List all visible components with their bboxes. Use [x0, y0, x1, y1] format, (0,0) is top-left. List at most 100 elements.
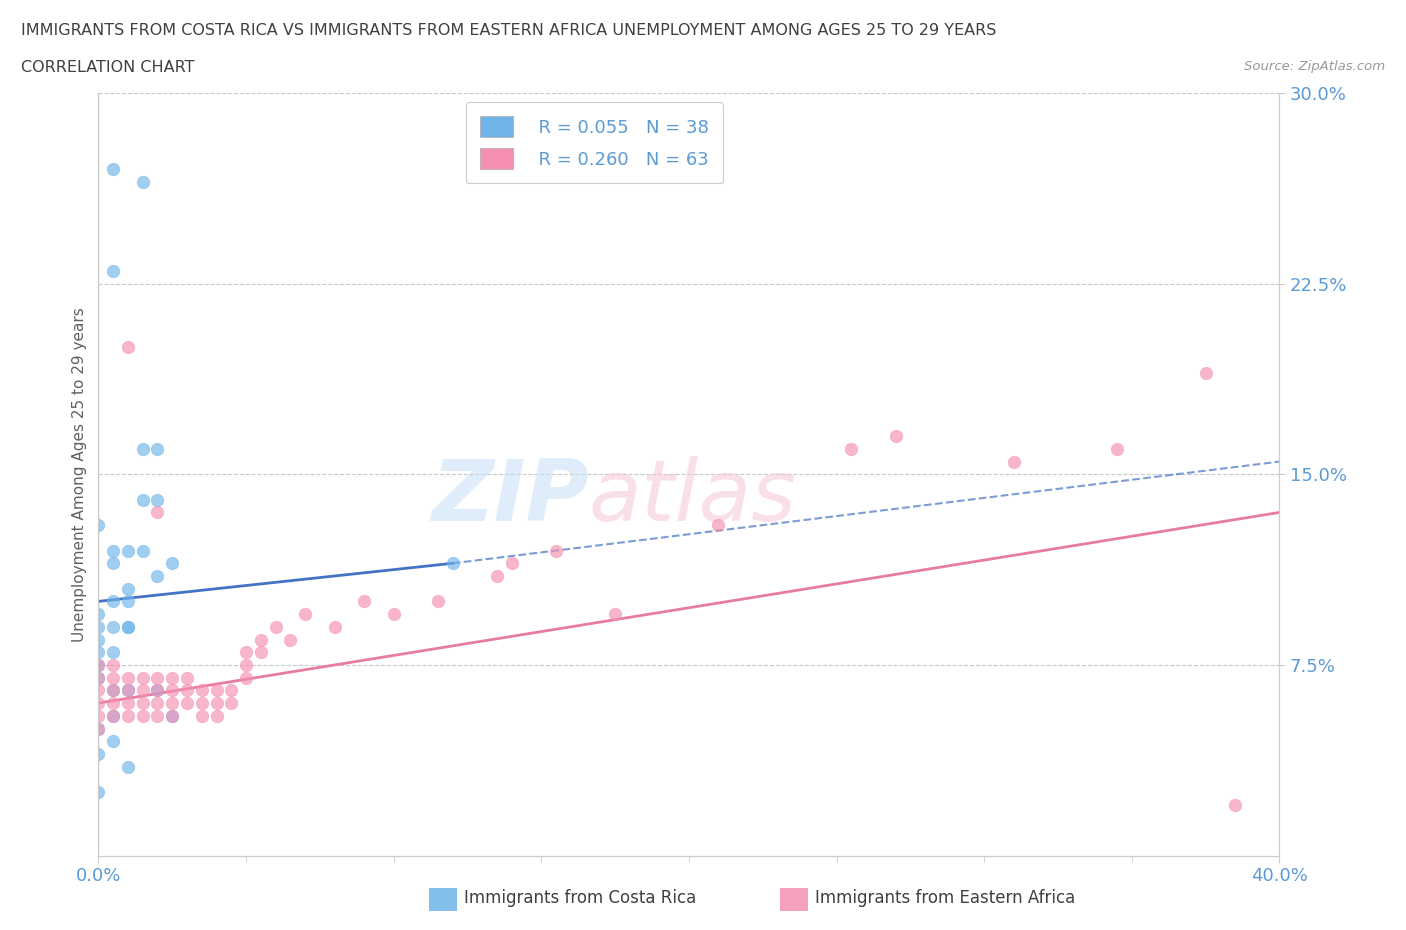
- Point: [87, 683, 110, 698]
- Point: [103, 263, 125, 278]
- Point: [87, 785, 110, 800]
- Point: [441, 556, 464, 571]
- Point: [264, 619, 287, 634]
- Point: [117, 683, 139, 698]
- Point: [162, 709, 183, 724]
- Point: [132, 671, 155, 685]
- Point: [162, 683, 183, 698]
- Point: [707, 518, 730, 533]
- Point: [132, 175, 155, 190]
- Point: [87, 671, 110, 685]
- Point: [235, 644, 257, 659]
- Point: [162, 671, 183, 685]
- Point: [205, 683, 228, 698]
- Point: [103, 644, 125, 659]
- Point: [117, 619, 139, 634]
- Point: [87, 721, 110, 736]
- Point: [235, 658, 257, 672]
- Point: [87, 671, 110, 685]
- Point: [176, 696, 198, 711]
- Point: [132, 492, 155, 507]
- Point: [103, 543, 125, 558]
- Point: [117, 696, 139, 711]
- Point: [191, 683, 214, 698]
- Point: [235, 671, 257, 685]
- Point: [146, 442, 169, 457]
- Point: [87, 721, 110, 736]
- Point: [146, 671, 169, 685]
- Point: [103, 734, 125, 749]
- Point: [353, 594, 375, 609]
- Point: [132, 442, 155, 457]
- Point: [1225, 797, 1247, 812]
- Point: [146, 709, 169, 724]
- Point: [132, 709, 155, 724]
- Text: atlas: atlas: [589, 456, 797, 538]
- Point: [146, 505, 169, 520]
- Point: [103, 556, 125, 571]
- Point: [205, 709, 228, 724]
- Point: [87, 606, 110, 621]
- Point: [103, 671, 125, 685]
- Point: [117, 594, 139, 609]
- Point: [162, 556, 183, 571]
- Point: [841, 442, 863, 457]
- Point: [87, 709, 110, 724]
- Point: [221, 683, 243, 698]
- Text: CORRELATION CHART: CORRELATION CHART: [21, 60, 194, 75]
- Point: [280, 632, 302, 647]
- Legend:   R = 0.055   N = 38,   R = 0.260   N = 63: R = 0.055 N = 38, R = 0.260 N = 63: [465, 102, 723, 183]
- Text: ZIP: ZIP: [430, 456, 589, 538]
- Point: [132, 683, 155, 698]
- Point: [87, 696, 110, 711]
- Point: [605, 606, 627, 621]
- Point: [546, 543, 568, 558]
- Point: [103, 162, 125, 177]
- Point: [486, 568, 509, 583]
- Point: [250, 644, 273, 659]
- Point: [323, 619, 346, 634]
- Point: [162, 709, 183, 724]
- Point: [117, 339, 139, 354]
- Point: [501, 556, 523, 571]
- Point: [87, 644, 110, 659]
- Point: [103, 594, 125, 609]
- Point: [87, 619, 110, 634]
- Point: [427, 594, 450, 609]
- Point: [221, 696, 243, 711]
- Point: [162, 696, 183, 711]
- Point: [117, 581, 139, 596]
- Point: [191, 696, 214, 711]
- Point: [191, 709, 214, 724]
- Point: [132, 696, 155, 711]
- Text: Immigrants from Eastern Africa: Immigrants from Eastern Africa: [815, 889, 1076, 907]
- Point: [205, 696, 228, 711]
- Point: [103, 709, 125, 724]
- Point: [117, 543, 139, 558]
- Text: Source: ZipAtlas.com: Source: ZipAtlas.com: [1244, 60, 1385, 73]
- Point: [117, 709, 139, 724]
- Point: [87, 658, 110, 672]
- Point: [117, 619, 139, 634]
- Point: [146, 683, 169, 698]
- Point: [87, 747, 110, 762]
- Y-axis label: Unemployment Among Ages 25 to 29 years: Unemployment Among Ages 25 to 29 years: [72, 307, 87, 642]
- Point: [117, 759, 139, 774]
- Point: [132, 543, 155, 558]
- Point: [103, 658, 125, 672]
- Point: [146, 696, 169, 711]
- Point: [146, 568, 169, 583]
- Point: [87, 518, 110, 533]
- Point: [146, 492, 169, 507]
- Point: [1195, 365, 1218, 380]
- Point: [176, 683, 198, 698]
- Point: [250, 632, 273, 647]
- Point: [87, 632, 110, 647]
- Point: [103, 683, 125, 698]
- Point: [1002, 454, 1025, 469]
- Text: IMMIGRANTS FROM COSTA RICA VS IMMIGRANTS FROM EASTERN AFRICA UNEMPLOYMENT AMONG : IMMIGRANTS FROM COSTA RICA VS IMMIGRANTS…: [21, 23, 997, 38]
- Point: [294, 606, 316, 621]
- Point: [117, 683, 139, 698]
- Text: Immigrants from Costa Rica: Immigrants from Costa Rica: [464, 889, 696, 907]
- Point: [103, 709, 125, 724]
